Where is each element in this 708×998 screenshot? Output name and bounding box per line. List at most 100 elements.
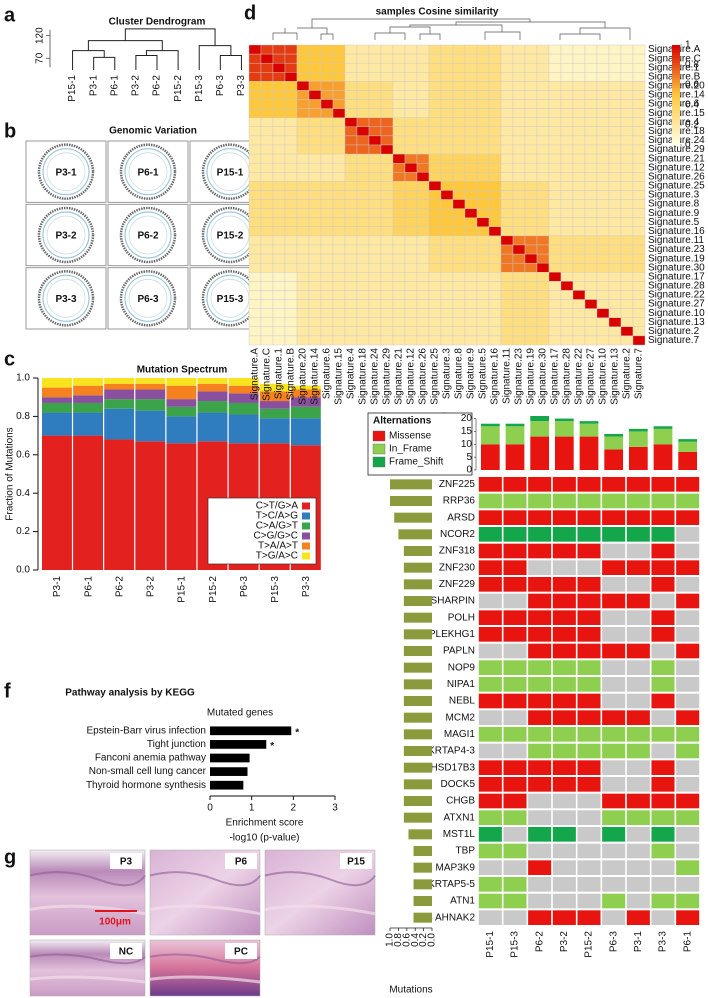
heatmap-cell (476, 162, 490, 173)
heatmap-cell (380, 208, 394, 218)
mutation-cell (651, 827, 675, 842)
heatmap-cell (500, 217, 514, 228)
heatmap-cell (584, 44, 598, 55)
heatmap-cell (452, 117, 466, 128)
heatmap-cell (560, 199, 574, 209)
mutation-cell (528, 510, 552, 525)
heatmap-cell (608, 317, 622, 328)
row-label: Signature.3 (648, 190, 700, 201)
heatmap-cell (608, 262, 622, 273)
heatmap-cell (356, 226, 370, 237)
heatmap-cell (500, 308, 514, 318)
sample-label: P6-1 (137, 167, 159, 178)
sample-label: P6-2 (137, 231, 159, 242)
heatmap-cell (488, 62, 502, 73)
heatmap-cell (416, 72, 430, 82)
heatmap-cell (260, 53, 274, 64)
heatmap-cell (452, 99, 466, 109)
heatmap-cell (452, 108, 466, 118)
heatmap-cell (368, 153, 382, 164)
mutation-cell (552, 643, 576, 659)
heatmap-cell (500, 72, 514, 82)
mutation-cell (577, 577, 601, 592)
heatmap-cell (392, 190, 406, 200)
heatmap-cell (500, 317, 514, 328)
colorbar-step (672, 127, 680, 131)
heatmap-cell (344, 135, 358, 146)
circos-track (124, 274, 172, 322)
mutation-cell (602, 777, 626, 792)
heatmap-cell (428, 317, 442, 328)
heatmap-cell (488, 99, 502, 109)
heatmap-cell (332, 99, 346, 109)
heatmap-cell (584, 135, 598, 146)
mutation-cell (651, 577, 675, 592)
heatmap-cell (344, 108, 358, 118)
leaf-label: P15-2 (173, 75, 184, 102)
fraction-bar (390, 496, 432, 506)
heatmap-cell (296, 326, 310, 337)
mutation-cell (626, 527, 650, 542)
heatmap-cell (428, 44, 442, 55)
bar-segment (135, 378, 166, 384)
heatmap-cell (548, 90, 562, 100)
mutation-cell (478, 677, 502, 692)
heatmap-cell (284, 126, 298, 137)
row-label: Signature.30 (648, 262, 705, 273)
fraction-bar (403, 729, 432, 740)
heatmap-cell (308, 217, 322, 228)
heatmap-cell (380, 62, 394, 73)
heatmap-cell (536, 135, 550, 146)
mutation-cell (651, 660, 675, 675)
heatmap-cell (548, 208, 562, 218)
heatmap-cell (500, 281, 514, 291)
colorbar-step (672, 137, 680, 141)
heatmap-cell (272, 299, 286, 309)
heatmap-cell (428, 281, 442, 291)
heatmap-cell (476, 135, 490, 146)
bar-segment (42, 387, 72, 398)
mutation-cell (528, 677, 552, 692)
count-bar (653, 428, 673, 445)
heatmap-cell (260, 244, 274, 255)
mutation-cell (602, 660, 626, 675)
heatmap-cell (572, 235, 586, 246)
heatmap-cell (500, 117, 514, 128)
heatmap-cell (560, 335, 574, 346)
gene-label: ZNF225 (439, 479, 476, 490)
heatmap-cell (284, 262, 298, 273)
mutation-cell (577, 643, 601, 659)
heatmap-cell (572, 108, 586, 118)
heatmap-cell (260, 108, 274, 118)
heatmap-cell (596, 299, 610, 309)
heatmap-cell (524, 72, 538, 82)
mutation-cell (602, 727, 626, 742)
mutation-cell (651, 727, 675, 742)
mutation-cell (602, 510, 626, 525)
heatmap-cell (584, 72, 598, 82)
heatmap-cell (356, 144, 370, 155)
circos-ring (119, 206, 177, 264)
heatmap-cell (512, 108, 526, 118)
heatmap-cell (584, 199, 598, 209)
heatmap-cell (380, 172, 394, 182)
heatmap-cell (440, 53, 454, 64)
sample-label: P15-3 (217, 294, 244, 305)
heatmap-cell (392, 262, 406, 273)
heatmap-cell (368, 53, 382, 64)
heatmap-cell (332, 244, 346, 255)
column-label: Signature.23 (514, 348, 525, 405)
heatmap-cell (536, 272, 550, 282)
heatmap-cell (560, 162, 574, 173)
row-label: Signature.19 (648, 253, 705, 264)
heatmap-cell (248, 81, 262, 91)
gene-label: NIPA1 (447, 679, 476, 690)
heatmap-cell (536, 117, 550, 128)
mutation-cell (602, 593, 626, 609)
heatmap-cell (380, 53, 394, 64)
heatmap-cell (332, 335, 346, 346)
heatmap-cell (320, 181, 334, 191)
heatmap-cell (428, 335, 442, 346)
heatmap-cell (620, 262, 634, 273)
mutation-cell (528, 810, 552, 825)
